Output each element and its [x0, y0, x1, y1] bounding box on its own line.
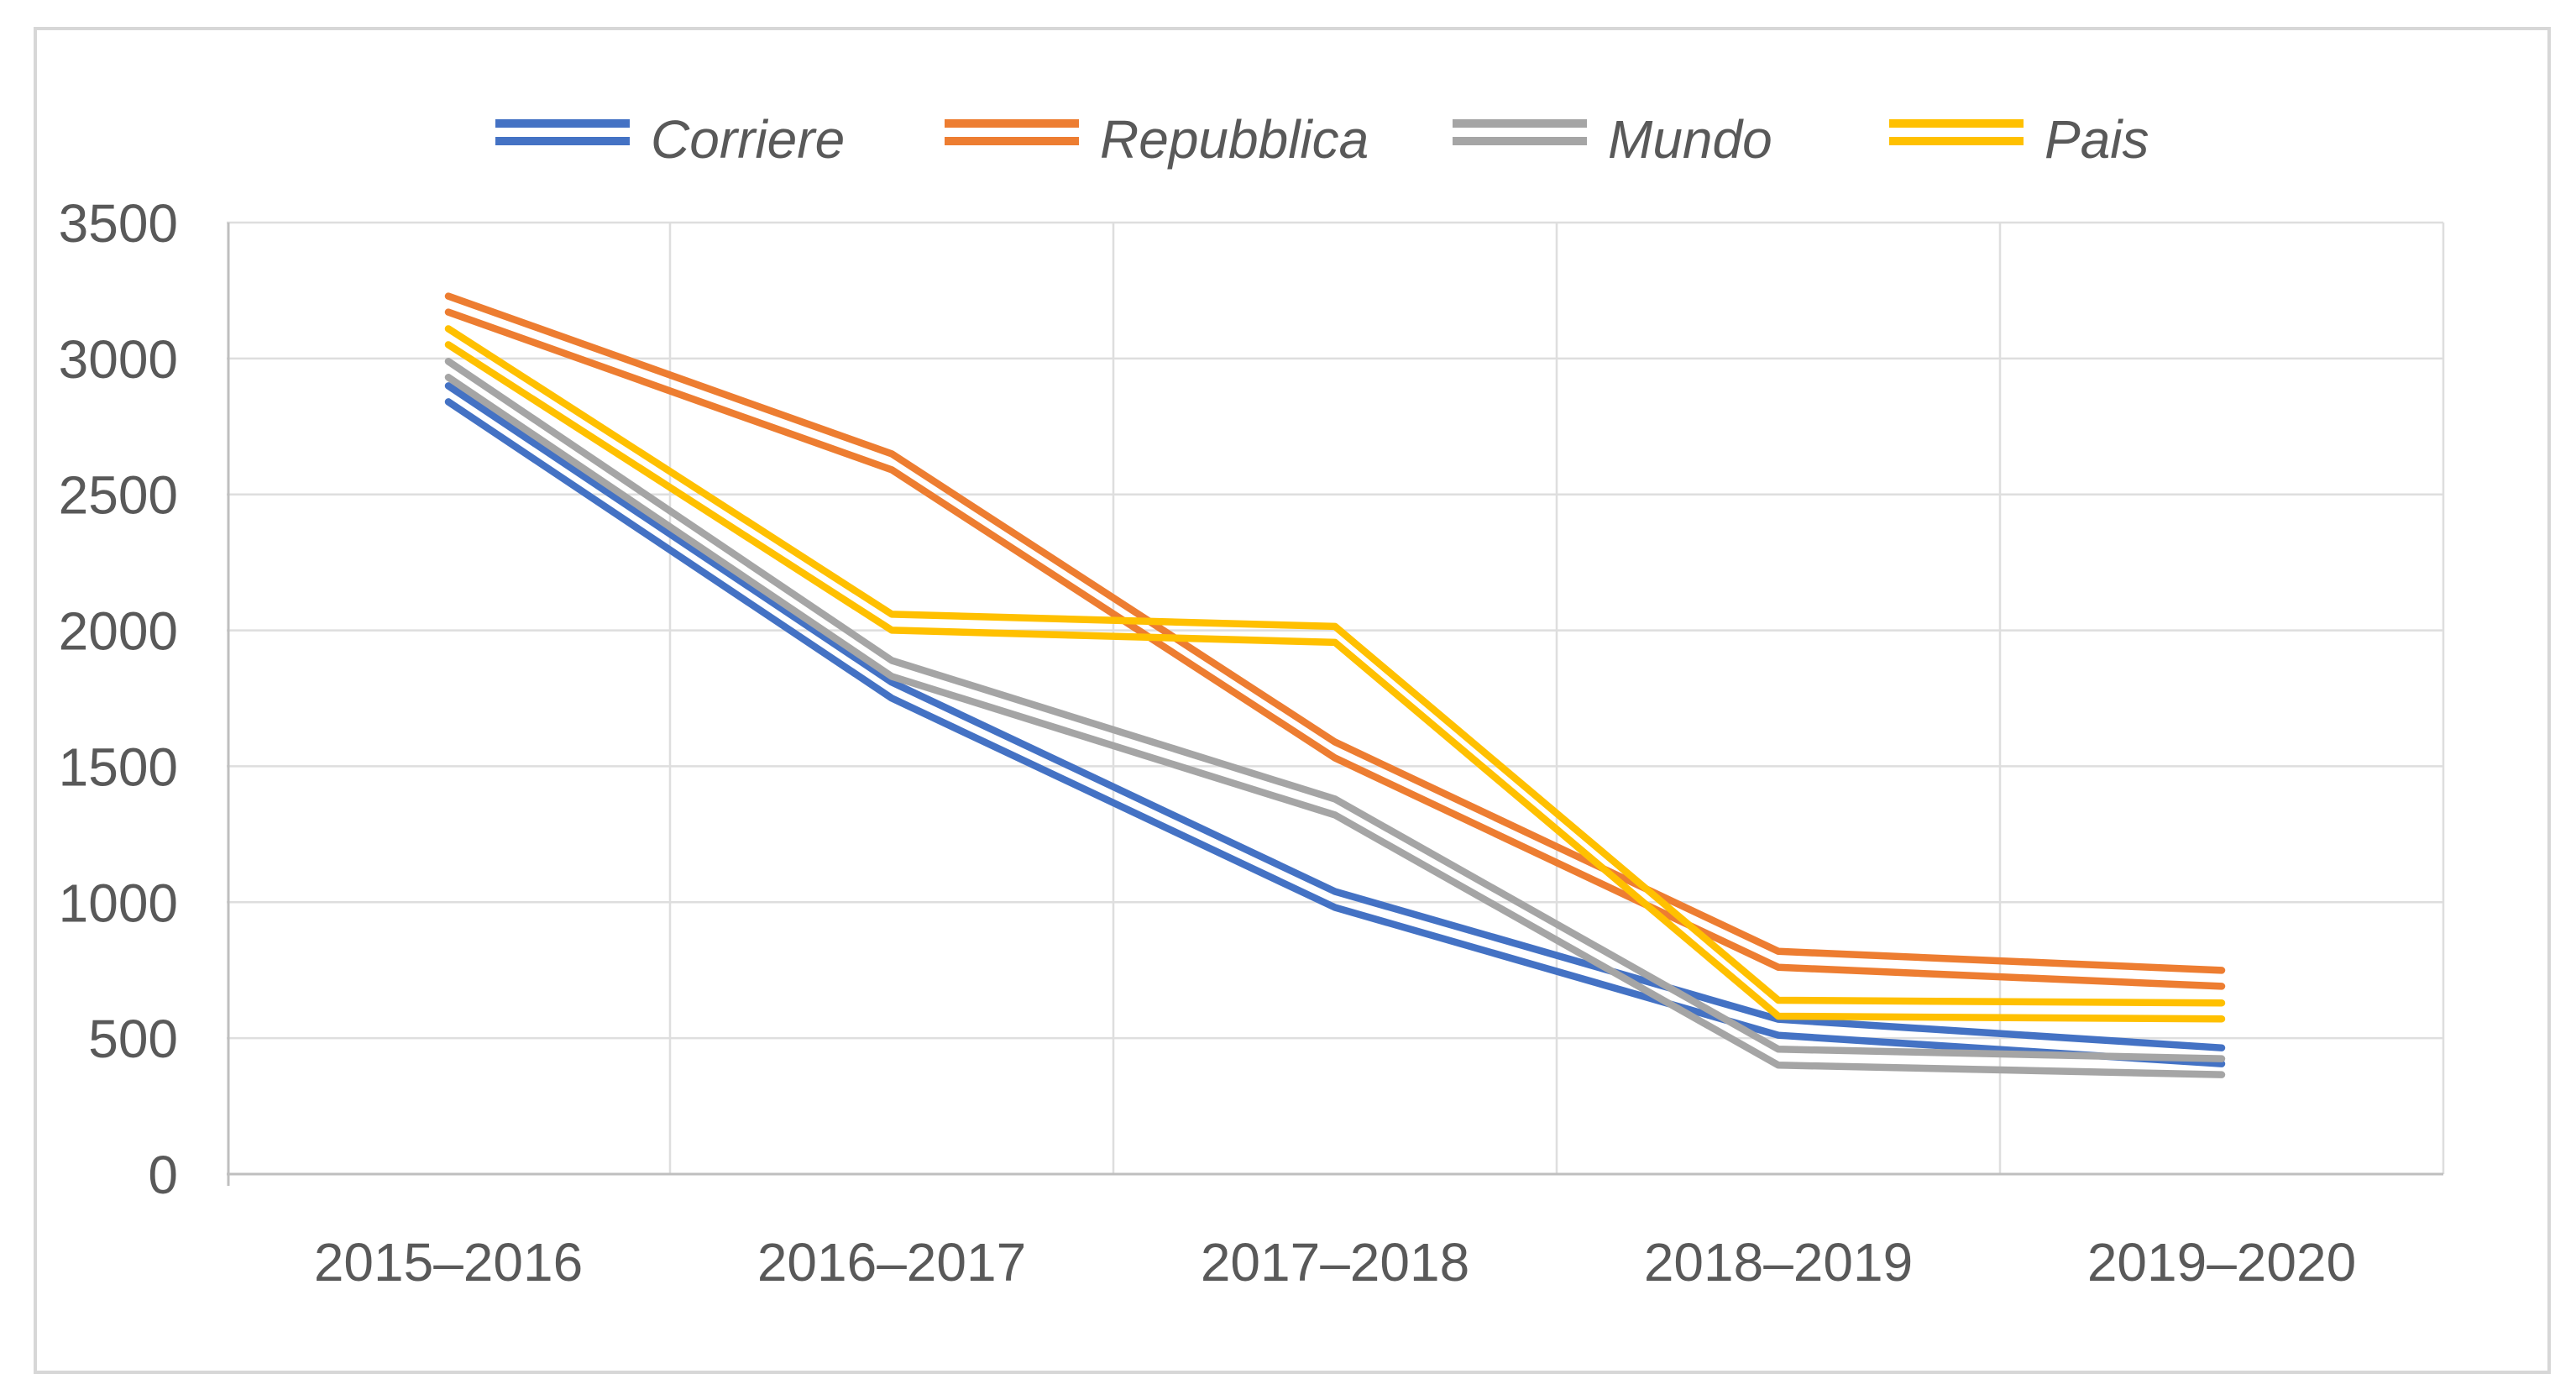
series-line-pais-lower: [444, 341, 2226, 1023]
y-tick-label: 2500: [59, 465, 178, 526]
legend-item-pais: Pais: [1889, 109, 2149, 170]
gridlines: [227, 221, 2445, 1176]
axes: [227, 223, 2443, 1186]
legend-swatch-pais: [1889, 119, 2024, 128]
axis-labels: 3500 3000 2500 2000 1500 1000 500 0 2015–2016 201…: [59, 193, 2357, 1293]
x-category-label: 2019–2020: [2087, 1232, 2356, 1293]
series-line-pais-upper: [444, 325, 2226, 1007]
legend-label-repubblica: Repubblica: [1100, 109, 1369, 170]
y-tick-label: 3500: [59, 193, 178, 254]
legend-item-repubblica: Repubblica: [945, 109, 1369, 170]
legend-swatch-repubblica: [945, 119, 1079, 128]
legend-item-mundo: Mundo: [1453, 109, 1772, 170]
series-line-corriere-upper: [444, 382, 2226, 1051]
legend-label-corriere: Corriere: [651, 109, 845, 170]
y-tick-label: 2000: [59, 601, 178, 662]
y-tick-label: 1000: [59, 873, 178, 933]
series-line-mundo-lower: [444, 374, 2226, 1078]
legend-swatch-corriere: [495, 137, 630, 145]
x-category-label: 2017–2018: [1201, 1232, 1469, 1293]
legend-label-mundo: Mundo: [1608, 109, 1772, 170]
y-tick-label: 0: [148, 1145, 178, 1205]
legend-swatch-mundo: [1453, 137, 1587, 145]
series-line-repubblica-lower: [444, 308, 2226, 990]
series-line-repubblica-upper: [444, 292, 2226, 974]
legend-swatch-repubblica: [945, 137, 1079, 145]
legend-swatch-pais: [1889, 137, 2024, 145]
legend-label-pais: Pais: [2045, 109, 2149, 170]
legend: Corriere Repubblica Mundo Pais: [495, 109, 2149, 170]
x-category-label: 2018–2019: [1644, 1232, 1913, 1293]
x-category-label: 2015–2016: [314, 1232, 583, 1293]
chart-border-frame: [34, 27, 2551, 1374]
series-lines: [444, 292, 2226, 1078]
legend-swatch-corriere: [495, 119, 630, 128]
legend-item-corriere: Corriere: [495, 109, 845, 170]
y-tick-label: 500: [88, 1009, 178, 1069]
y-tick-label: 3000: [59, 329, 178, 390]
y-tick-label: 1500: [59, 737, 178, 797]
series-line-mundo-upper: [444, 358, 2226, 1062]
series-line-corriere-lower: [444, 398, 2226, 1067]
legend-swatch-mundo: [1453, 119, 1587, 128]
x-category-label: 2016–2017: [757, 1232, 1026, 1293]
